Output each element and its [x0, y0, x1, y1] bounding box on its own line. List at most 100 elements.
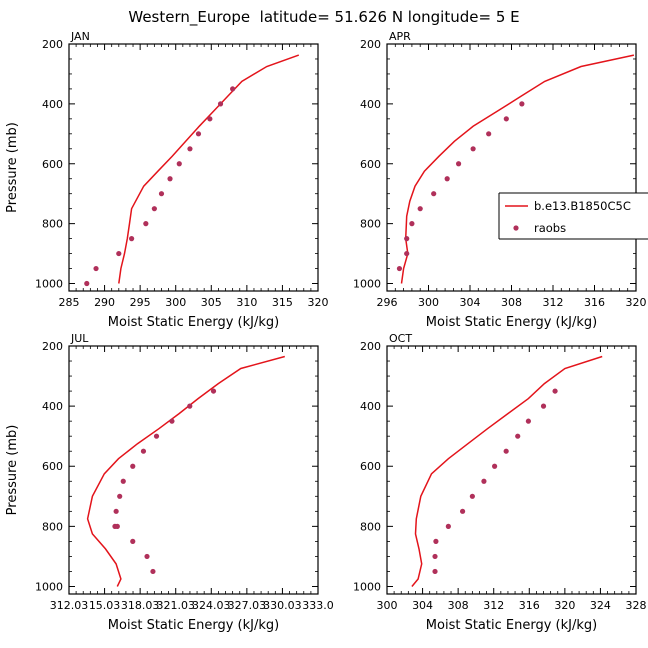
x-tick-label: 333.0: [302, 599, 334, 612]
y-tick-label: 1000: [35, 580, 63, 593]
y-tick-label: 400: [360, 98, 381, 111]
x-axis-label: Moist Static Energy (kJ/kg): [426, 315, 597, 330]
x-tick-label: 316: [519, 599, 540, 612]
x-tick-label: 300: [165, 296, 186, 309]
plot-frame: [68, 43, 319, 292]
data-point: [144, 553, 150, 560]
x-tick-label: 327.03: [228, 599, 267, 612]
panel-apr: 296 300 304 308 312 316 320 200 400 600 800 1000 APR…: [353, 30, 647, 330]
x-tick-label: 312: [483, 599, 504, 612]
x-tick-label: 310: [236, 296, 257, 309]
data-point: [187, 146, 193, 152]
data-point: [431, 191, 437, 197]
data-point: [230, 86, 236, 92]
legend-label: raobs: [534, 221, 566, 235]
y-axis-label: Pressure (mb): [5, 425, 20, 516]
data-point: [432, 568, 438, 575]
data-point: [217, 101, 224, 107]
x-tick-label: 300: [418, 296, 439, 309]
x-axis-label: Moist Static Energy (kJ/kg): [108, 618, 279, 633]
y-tick-label: 800: [360, 218, 381, 231]
y-tick-label: 200: [42, 38, 63, 51]
x-tick-label: 316: [584, 296, 605, 309]
x-tick-label: 328: [626, 599, 647, 612]
x-tick-label: 308: [501, 296, 522, 309]
data-point: [515, 433, 521, 439]
x-tick-label: 295: [130, 296, 151, 309]
x-tick-label: 296: [377, 296, 398, 309]
y-tick-label: 1000: [353, 278, 381, 291]
series-line: [400, 54, 635, 284]
y-axis-label: Pressure (mb): [5, 122, 20, 213]
y-tick-label: 400: [360, 400, 381, 413]
x-tick-label: 304: [412, 599, 433, 612]
data-point: [409, 221, 415, 227]
data-point: [404, 250, 410, 257]
series-line: [118, 54, 300, 284]
y-tick-label: 800: [42, 218, 63, 231]
data-point: [459, 508, 466, 514]
data-point: [130, 463, 136, 469]
x-tick-label: 290: [94, 296, 115, 309]
data-point: [552, 388, 558, 394]
data-point: [129, 236, 135, 242]
data-point: [486, 131, 492, 137]
plot-frame: [68, 345, 319, 595]
x-axis-label: Moist Static Energy (kJ/kg): [426, 618, 597, 633]
y-tick-label: 400: [42, 98, 63, 111]
data-point: [195, 131, 202, 137]
panel-label: JAN: [70, 30, 90, 43]
panel-label: OCT: [389, 332, 412, 345]
x-tick-label: 320: [626, 296, 647, 309]
x-tick-label: 308: [448, 599, 469, 612]
x-tick-label: 300: [377, 599, 398, 612]
x-tick-label: 305: [201, 296, 222, 309]
data-point: [93, 265, 99, 272]
panel-label: APR: [389, 30, 411, 43]
x-tick-label: 312: [543, 296, 564, 309]
x-tick-label: 318.03: [121, 599, 160, 612]
y-tick-label: 1000: [353, 580, 381, 593]
y-tick-label: 600: [42, 158, 63, 171]
x-tick-label: 324.03: [192, 599, 231, 612]
y-tick-label: 200: [360, 38, 381, 51]
figure-title: Western_Europe latitude= 51.626 N longit…: [128, 8, 519, 27]
legend: b.e13.B1850C5C raobs: [498, 192, 648, 240]
y-tick-label: 800: [360, 520, 381, 533]
y-tick-label: 800: [42, 520, 63, 533]
data-point: [143, 221, 149, 227]
data-point: [469, 493, 475, 499]
data-point: [117, 493, 123, 499]
data-point: [158, 191, 165, 197]
x-tick-label: 312.03: [50, 599, 89, 612]
data-point: [176, 161, 182, 167]
x-tick-label: 285: [59, 296, 80, 309]
data-point: [433, 538, 439, 544]
y-tick-label: 400: [42, 400, 63, 413]
data-point: [116, 250, 122, 257]
panel-jul: 312.03 15.03 318.03321.03324.03327.03330.0…: [5, 332, 334, 633]
data-point: [167, 176, 173, 182]
data-point: [140, 448, 147, 454]
data-point: [445, 523, 451, 529]
data-point: [120, 478, 126, 484]
x-tick-label: 315: [272, 296, 293, 309]
x-tick-label: 330.03: [263, 599, 302, 612]
series-line: [411, 355, 603, 587]
panel-label: JUL: [70, 332, 89, 345]
data-point: [519, 101, 525, 107]
y-tick-label: 1000: [35, 278, 63, 291]
data-point: [210, 388, 217, 394]
x-tick-label: 321.03: [156, 599, 195, 612]
legend-marker-swatch: [513, 225, 519, 231]
y-tick-label: 200: [360, 340, 381, 353]
y-tick-label: 600: [42, 460, 63, 473]
x-axis-label: Moist Static Energy (kJ/kg): [108, 315, 279, 330]
x-tick-label: 320: [554, 599, 575, 612]
data-point: [153, 433, 160, 439]
data-point: [114, 523, 120, 529]
data-point: [455, 161, 462, 167]
data-point: [540, 403, 547, 409]
data-point: [492, 463, 498, 469]
